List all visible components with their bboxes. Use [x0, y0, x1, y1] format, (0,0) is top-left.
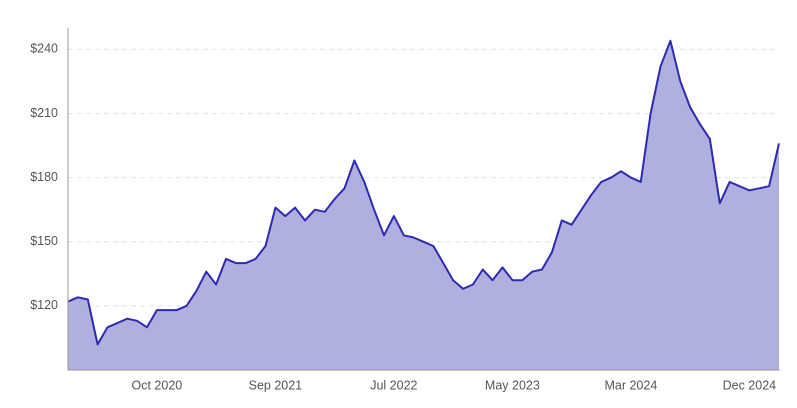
price-line	[67, 39, 780, 346]
y-tick-label: $210	[30, 106, 58, 120]
y-tick-label: $180	[30, 170, 58, 184]
x-tick-label: Dec 2024	[723, 378, 777, 392]
x-tick-label: Sep 2021	[249, 378, 303, 392]
y-tick-label: $240	[30, 42, 58, 56]
area-fill	[68, 40, 779, 371]
y-tick-label: $150	[30, 234, 58, 248]
x-tick-label: Jul 2022	[370, 378, 417, 392]
x-tick-label: Mar 2024	[604, 378, 657, 392]
x-tick-label: Oct 2020	[132, 378, 183, 392]
x-tick-label: May 2023	[485, 378, 540, 392]
y-tick-label: $120	[30, 298, 58, 312]
